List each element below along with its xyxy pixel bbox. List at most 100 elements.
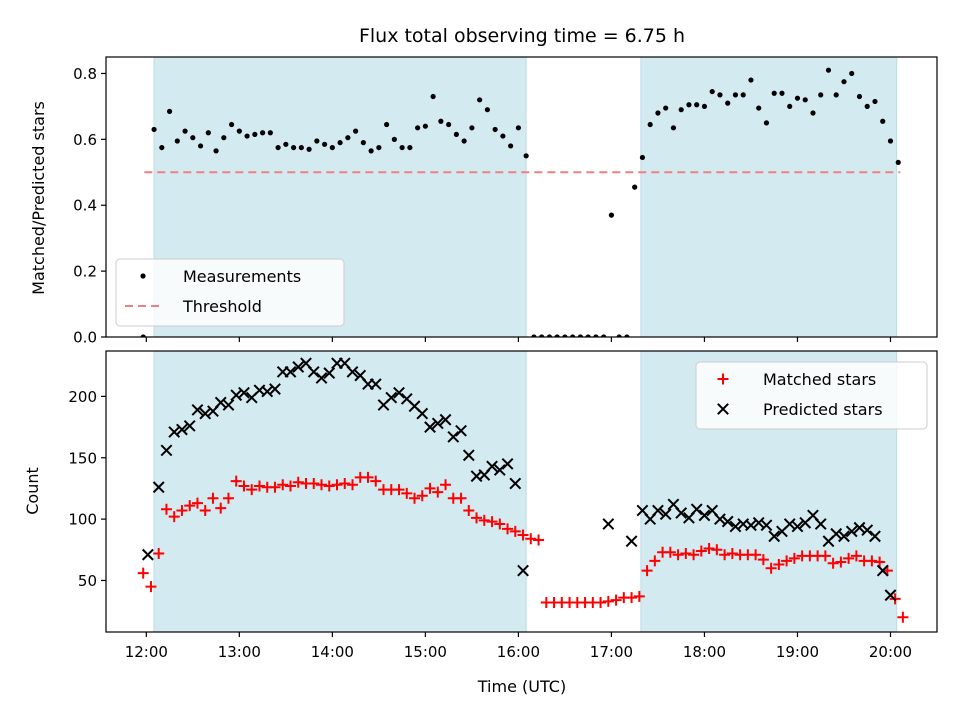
matched-stars-point-90 (835, 556, 847, 568)
measurements-point-88 (825, 67, 832, 73)
matched-stars-point-41 (455, 492, 467, 504)
measurements-point-6 (190, 135, 196, 141)
measurements-point-94 (872, 98, 878, 105)
predicted-stars-point-50 (625, 535, 638, 548)
measurements-point-70 (686, 102, 692, 108)
matched-stars-point-14 (246, 484, 258, 496)
predicted-stars-point-5 (183, 419, 196, 432)
measurements-point-46 (500, 133, 506, 139)
measurements-point-28 (360, 140, 366, 146)
measurements-point-79 (756, 105, 762, 111)
bottom-legend-marker-0 (717, 373, 729, 385)
matched-stars-point-0 (137, 567, 149, 579)
measurements-point-9 (213, 148, 219, 154)
matched-stars-point-2 (153, 547, 165, 559)
matched-stars-point-18 (277, 479, 289, 491)
measurements-point-63 (632, 184, 638, 190)
measurements-point-45 (492, 126, 498, 133)
bottom-plot-area: 50 100 150 200 12:00 13:00 14:00 15:00 16:00 17:0… (68, 350, 938, 661)
matched-stars-point-19 (284, 480, 296, 492)
measurements-point-52 (546, 334, 553, 337)
matched-stars-point-1 (145, 581, 157, 593)
predicted-stars-point-40 (455, 424, 467, 437)
measurements-point-7 (197, 143, 204, 149)
predicted-stars-point-31 (385, 391, 398, 404)
predicted-stars-point-59 (698, 509, 711, 522)
matched-stars-point-15 (253, 480, 265, 492)
matched-stars-point-74 (711, 544, 723, 556)
bottom-shaded-interval-0 (153, 350, 527, 633)
predicted-stars-point-26 (346, 365, 359, 378)
predicted-stars-point-80 (861, 524, 874, 537)
predicted-stars-point-23 (323, 367, 336, 379)
top-y-tick-label-1: 0.2 (73, 263, 97, 281)
matched-stars-point-66 (649, 555, 661, 567)
matched-stars-point-8 (199, 505, 211, 517)
measurements-point-73 (709, 88, 715, 95)
matched-stars-point-26 (339, 478, 351, 490)
predicted-stars-point-45 (493, 464, 506, 476)
measurements-point-10 (221, 135, 227, 141)
predicted-stars-point-77 (838, 530, 850, 543)
predicted-stars-point-29 (369, 378, 382, 391)
predicted-stars-point-16 (269, 383, 281, 395)
top-legend-marker-0 (140, 273, 146, 279)
measurements-point-51 (539, 334, 545, 337)
measurements-point-61 (616, 334, 622, 337)
measurements-point-60 (608, 212, 615, 218)
matched-stars-point-20 (292, 476, 304, 488)
measurements-point-5 (182, 128, 188, 134)
predicted-stars-point-82 (876, 564, 889, 577)
matched-stars-point-36 (416, 490, 428, 502)
measurements-point-74 (717, 92, 723, 98)
top-legend-label-0: Measurements (183, 267, 301, 286)
matched-stars-point-24 (323, 480, 335, 492)
measurements-point-41 (461, 138, 467, 144)
matched-stars-point-27 (347, 479, 359, 491)
measurements-point-56 (577, 334, 584, 337)
matched-stars-point-98 (897, 611, 909, 623)
measurements-point-54 (562, 334, 568, 337)
matched-stars-point-60 (602, 595, 614, 607)
bottom-y-tick-label-1: 100 (68, 511, 97, 529)
predicted-stars-point-32 (393, 386, 405, 399)
measurements-point-66 (655, 110, 661, 116)
predicted-stars-point-54 (659, 508, 672, 521)
matched-stars-point-25 (331, 479, 343, 491)
x-tick-label-4: 16:00 (497, 643, 540, 661)
predicted-stars-point-21 (307, 365, 320, 378)
measurements-point-42 (469, 125, 475, 131)
measurements-point-37 (430, 93, 436, 100)
x-tick-label-3: 15:00 (404, 643, 447, 661)
matched-stars-point-34 (401, 487, 413, 499)
measurements-point-57 (585, 334, 591, 337)
matched-stars-point-64 (633, 590, 645, 602)
measurements-point-55 (570, 334, 576, 337)
matched-stars-point-45 (486, 516, 498, 528)
predicted-stars-point-81 (869, 530, 881, 543)
measurements-point-92 (856, 93, 863, 100)
matched-stars-point-33 (393, 484, 405, 496)
measurements-point-90 (841, 79, 847, 85)
matched-stars-point-30 (370, 475, 382, 487)
predicted-stars-point-83 (884, 589, 897, 602)
bottom-y-tick-label-2: 150 (68, 449, 97, 467)
measurements-point-44 (484, 107, 490, 113)
top-y-tick-label-0: 0.0 (73, 329, 97, 347)
predicted-stars-point-47 (509, 477, 522, 490)
predicted-stars-point-6 (191, 403, 204, 416)
measurements-point-76 (732, 92, 739, 98)
bottom-legend-label-0: Matched stars (763, 370, 876, 389)
matched-stars-point-88 (819, 550, 831, 562)
measurements-point-16 (267, 130, 273, 136)
measurements-point-81 (771, 90, 777, 96)
measurements-point-95 (880, 118, 886, 124)
measurements-point-85 (802, 97, 808, 103)
measurements-point-84 (794, 95, 801, 101)
measurements-point-39 (446, 121, 452, 128)
measurements-point-0 (140, 334, 146, 337)
measurements-point-77 (740, 92, 746, 98)
measurements-point-67 (663, 105, 669, 111)
measurements-point-12 (236, 128, 242, 134)
